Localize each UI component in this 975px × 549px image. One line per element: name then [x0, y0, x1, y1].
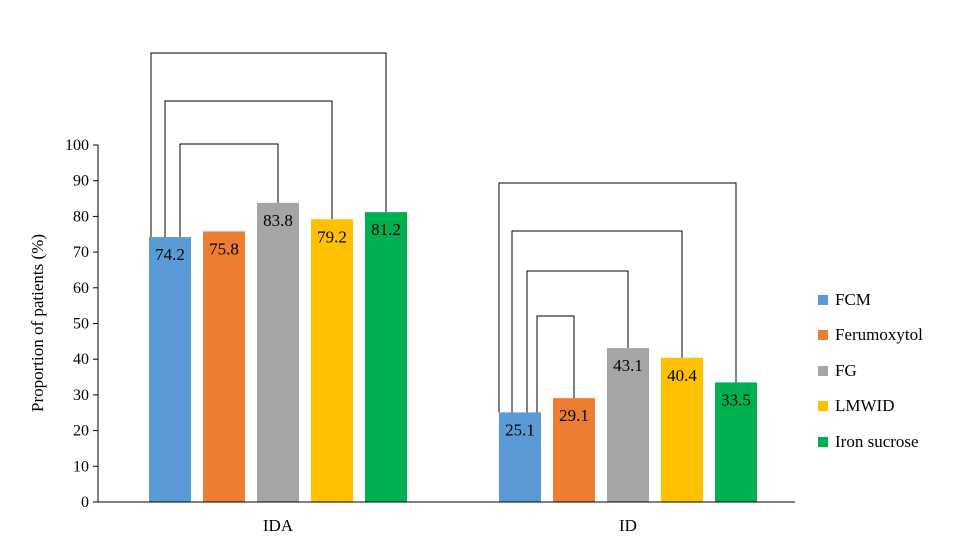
comparison-bracket — [179, 143, 279, 238]
comparison-bracket — [511, 230, 683, 413]
data-label: 43.1 — [613, 356, 643, 375]
comparison-bracket — [164, 100, 333, 238]
y-tick-label: 30 — [73, 387, 89, 404]
bar-fg-ida — [257, 202, 299, 503]
bar-ferumoxytol-id — [553, 398, 595, 502]
legend-swatch — [818, 365, 828, 376]
legend-item: Ferumoxytol — [818, 318, 923, 354]
data-label: 33.5 — [721, 390, 751, 409]
comparison-brackets — [150, 52, 737, 413]
y-tick-label: 40 — [73, 351, 89, 368]
y-tick-label: 70 — [73, 244, 89, 261]
bar-fg-id — [607, 348, 649, 502]
data-label: 81.2 — [371, 220, 401, 239]
bar-ferumoxytol-ida — [203, 231, 245, 503]
bars: 74.2 25.1 75.8 29.1 83.8 43.1 79.2 40.4 81.2 33.5 — [149, 202, 757, 503]
comparison-bracket — [536, 315, 575, 413]
y-tick-label: 90 — [73, 173, 89, 190]
legend-swatch — [818, 294, 828, 305]
legend-item: FG — [818, 353, 923, 389]
bar-fcm-id — [499, 412, 541, 502]
legend: FCM Ferumoxytol FG LMWID Iron sucrose — [818, 282, 923, 460]
legend-item: Iron sucrose — [818, 424, 923, 460]
x-category-label: IDA — [263, 516, 294, 535]
legend-label: FG — [835, 360, 857, 380]
comparison-bracket — [498, 182, 737, 413]
x-category-label: ID — [619, 516, 637, 535]
legend-item: FCM — [818, 282, 923, 318]
legend-swatch — [818, 436, 828, 447]
data-label: 25.1 — [505, 420, 535, 439]
data-label: 40.4 — [667, 366, 697, 385]
legend-item: LMWID — [818, 389, 923, 425]
bar-lmwid-id — [661, 357, 703, 502]
y-tick-label: 10 — [73, 458, 89, 475]
y-tick-label: 60 — [73, 280, 89, 297]
legend-label: Iron sucrose — [835, 431, 919, 451]
y-axis: 0 10 20 30 40 50 60 70 80 90 100 — [65, 137, 99, 511]
bar-iron-sucrose-ida — [365, 212, 407, 502]
comparison-bracket — [526, 270, 629, 413]
data-label: 74.2 — [155, 245, 185, 264]
legend-label: FCM — [835, 289, 871, 309]
bar-lmwid-ida — [311, 219, 353, 503]
data-label: 29.1 — [559, 406, 589, 425]
y-axis-title: Proportion of patients (%) — [28, 234, 47, 412]
y-tick-label: 0 — [81, 494, 89, 511]
bar-iron-sucrose-id — [715, 382, 757, 502]
legend-label: LMWID — [835, 396, 895, 416]
y-tick-label: 20 — [73, 423, 89, 440]
legend-swatch — [818, 401, 828, 412]
x-axis: IDA ID — [98, 501, 795, 535]
legend-swatch — [818, 330, 828, 341]
bar-fcm-ida — [149, 237, 191, 502]
comparison-bracket — [150, 52, 387, 238]
y-tick-label: 50 — [73, 316, 89, 333]
y-tick-label: 100 — [65, 137, 89, 154]
data-label: 83.8 — [263, 211, 293, 230]
data-label: 75.8 — [209, 239, 239, 258]
data-label: 79.2 — [317, 227, 347, 246]
y-tick-label: 80 — [73, 208, 89, 225]
legend-label: Ferumoxytol — [835, 325, 923, 345]
